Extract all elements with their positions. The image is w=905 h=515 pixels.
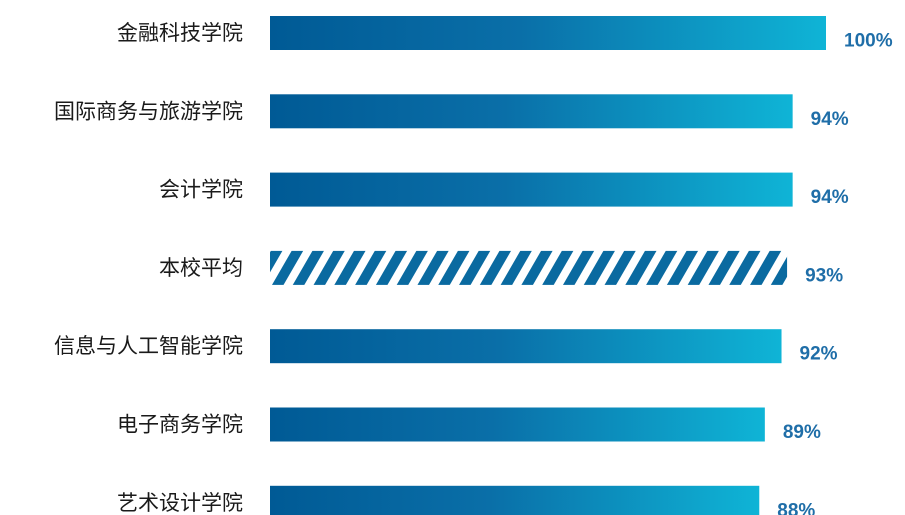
value-label: 94%	[811, 187, 849, 208]
category-label: 会计学院	[159, 178, 243, 202]
bar	[270, 407, 765, 442]
category-labels: 金融科技学院国际商务与旅游学院会计学院本校平均信息与人工智能学院电子商务学院艺术…	[54, 21, 243, 515]
value-label: 94%	[811, 109, 849, 130]
category-label: 信息与人工智能学院	[54, 334, 243, 358]
category-label: 金融科技学院	[117, 21, 243, 45]
value-label: 89%	[783, 422, 821, 443]
value-label: 88%	[777, 500, 815, 515]
bar	[270, 329, 782, 364]
category-label: 艺术设计学院	[117, 491, 243, 515]
bar-average	[270, 250, 788, 285]
bar	[270, 94, 793, 129]
category-label: 国际商务与旅游学院	[54, 99, 243, 123]
value-label: 92%	[800, 344, 838, 365]
bar	[270, 16, 826, 50]
bars-layer	[270, 16, 826, 515]
value-label: 93%	[805, 265, 843, 286]
category-label: 本校平均	[159, 256, 243, 280]
bar	[270, 172, 793, 207]
bar	[270, 485, 760, 515]
value-labels: 100% 94% 94% 93% 92% 89% 88%	[777, 31, 892, 515]
category-label: 电子商务学院	[117, 413, 243, 437]
value-label: 100%	[844, 31, 893, 52]
